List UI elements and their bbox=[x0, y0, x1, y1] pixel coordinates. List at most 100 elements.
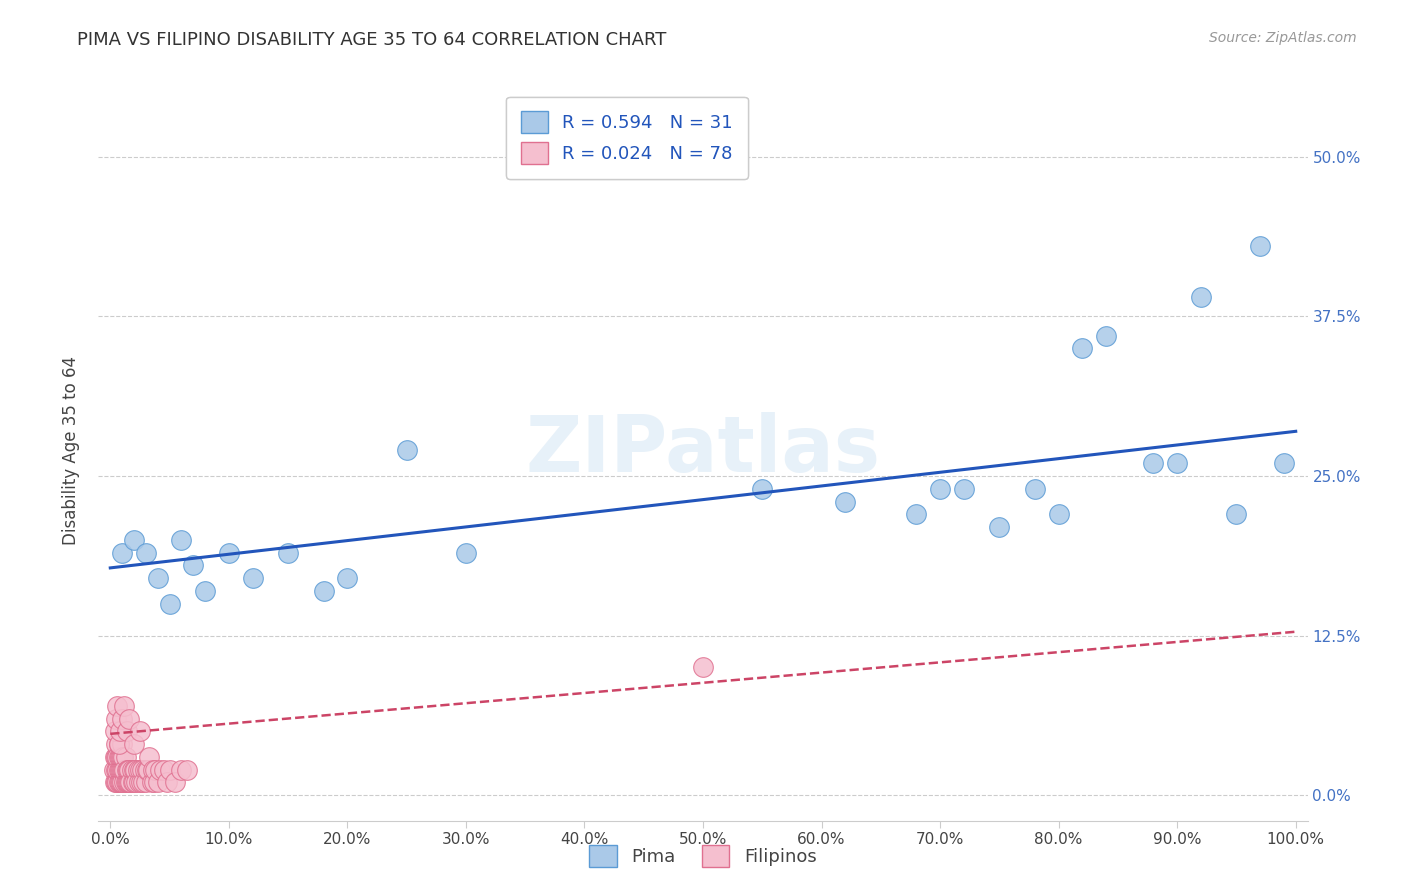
Point bbox=[122, 775, 145, 789]
Point bbox=[105, 763, 128, 777]
Point bbox=[110, 763, 132, 777]
Point bbox=[111, 545, 134, 559]
Point bbox=[1166, 456, 1188, 470]
Point bbox=[146, 571, 169, 585]
Point bbox=[118, 712, 141, 726]
Point bbox=[103, 763, 125, 777]
Point bbox=[1024, 482, 1046, 496]
Point bbox=[105, 775, 128, 789]
Point bbox=[111, 775, 134, 789]
Point bbox=[104, 749, 127, 764]
Point bbox=[135, 775, 157, 789]
Point bbox=[149, 763, 172, 777]
Point bbox=[105, 712, 128, 726]
Point bbox=[111, 749, 134, 764]
Point bbox=[125, 775, 148, 789]
Point bbox=[111, 763, 134, 777]
Point bbox=[107, 775, 129, 789]
Y-axis label: Disability Age 35 to 64: Disability Age 35 to 64 bbox=[62, 356, 80, 545]
Point bbox=[121, 763, 143, 777]
Point bbox=[129, 775, 152, 789]
Point bbox=[117, 775, 139, 789]
Point bbox=[138, 749, 160, 764]
Point bbox=[170, 533, 193, 547]
Point bbox=[242, 571, 264, 585]
Point bbox=[108, 775, 131, 789]
Point bbox=[105, 749, 128, 764]
Point bbox=[104, 775, 127, 789]
Point bbox=[395, 443, 418, 458]
Legend: Pima, Filipinos: Pima, Filipinos bbox=[582, 838, 824, 874]
Point bbox=[105, 737, 128, 751]
Point bbox=[312, 583, 335, 598]
Point bbox=[692, 660, 714, 674]
Point bbox=[117, 763, 139, 777]
Point bbox=[114, 775, 136, 789]
Point bbox=[129, 724, 152, 739]
Point bbox=[110, 749, 132, 764]
Point bbox=[110, 775, 132, 789]
Point bbox=[905, 508, 928, 522]
Point bbox=[115, 724, 138, 739]
Point bbox=[118, 763, 141, 777]
Point bbox=[115, 763, 138, 777]
Point bbox=[132, 775, 155, 789]
Point bbox=[122, 533, 145, 547]
Point bbox=[131, 763, 153, 777]
Point bbox=[146, 775, 169, 789]
Point bbox=[165, 775, 187, 789]
Point bbox=[104, 724, 127, 739]
Point bbox=[176, 763, 198, 777]
Legend: R = 0.594   N = 31, R = 0.024   N = 78: R = 0.594 N = 31, R = 0.024 N = 78 bbox=[506, 96, 748, 178]
Point bbox=[152, 763, 174, 777]
Point bbox=[143, 775, 166, 789]
Point bbox=[159, 763, 181, 777]
Point bbox=[107, 737, 129, 751]
Point bbox=[141, 775, 163, 789]
Point bbox=[111, 737, 134, 751]
Point bbox=[194, 583, 217, 598]
Point bbox=[136, 763, 159, 777]
Point bbox=[108, 749, 131, 764]
Point bbox=[107, 749, 129, 764]
Point bbox=[336, 571, 359, 585]
Point bbox=[108, 724, 131, 739]
Point bbox=[115, 775, 138, 789]
Text: ZIPatlas: ZIPatlas bbox=[526, 412, 880, 489]
Point bbox=[218, 545, 240, 559]
Point bbox=[1142, 456, 1164, 470]
Text: PIMA VS FILIPINO DISABILITY AGE 35 TO 64 CORRELATION CHART: PIMA VS FILIPINO DISABILITY AGE 35 TO 64… bbox=[77, 31, 666, 49]
Point bbox=[751, 482, 773, 496]
Point bbox=[1272, 456, 1295, 470]
Point bbox=[114, 763, 136, 777]
Point bbox=[170, 763, 193, 777]
Point bbox=[112, 763, 135, 777]
Point bbox=[105, 763, 128, 777]
Point bbox=[114, 775, 136, 789]
Point bbox=[120, 775, 142, 789]
Point bbox=[134, 763, 156, 777]
Point bbox=[114, 698, 136, 713]
Point bbox=[1071, 342, 1094, 356]
Point bbox=[114, 749, 136, 764]
Text: Source: ZipAtlas.com: Source: ZipAtlas.com bbox=[1209, 31, 1357, 45]
Point bbox=[105, 775, 128, 789]
Point bbox=[108, 763, 131, 777]
Point bbox=[156, 775, 179, 789]
Point bbox=[1095, 328, 1118, 343]
Point bbox=[122, 737, 145, 751]
Point bbox=[277, 545, 299, 559]
Point bbox=[111, 712, 134, 726]
Point bbox=[1225, 508, 1247, 522]
Point bbox=[128, 775, 150, 789]
Point bbox=[952, 482, 974, 496]
Point bbox=[107, 763, 129, 777]
Point bbox=[1249, 239, 1271, 253]
Point bbox=[988, 520, 1011, 534]
Point bbox=[107, 737, 129, 751]
Point bbox=[136, 763, 159, 777]
Point bbox=[834, 494, 856, 508]
Point bbox=[929, 482, 952, 496]
Point bbox=[127, 763, 149, 777]
Point bbox=[1047, 508, 1070, 522]
